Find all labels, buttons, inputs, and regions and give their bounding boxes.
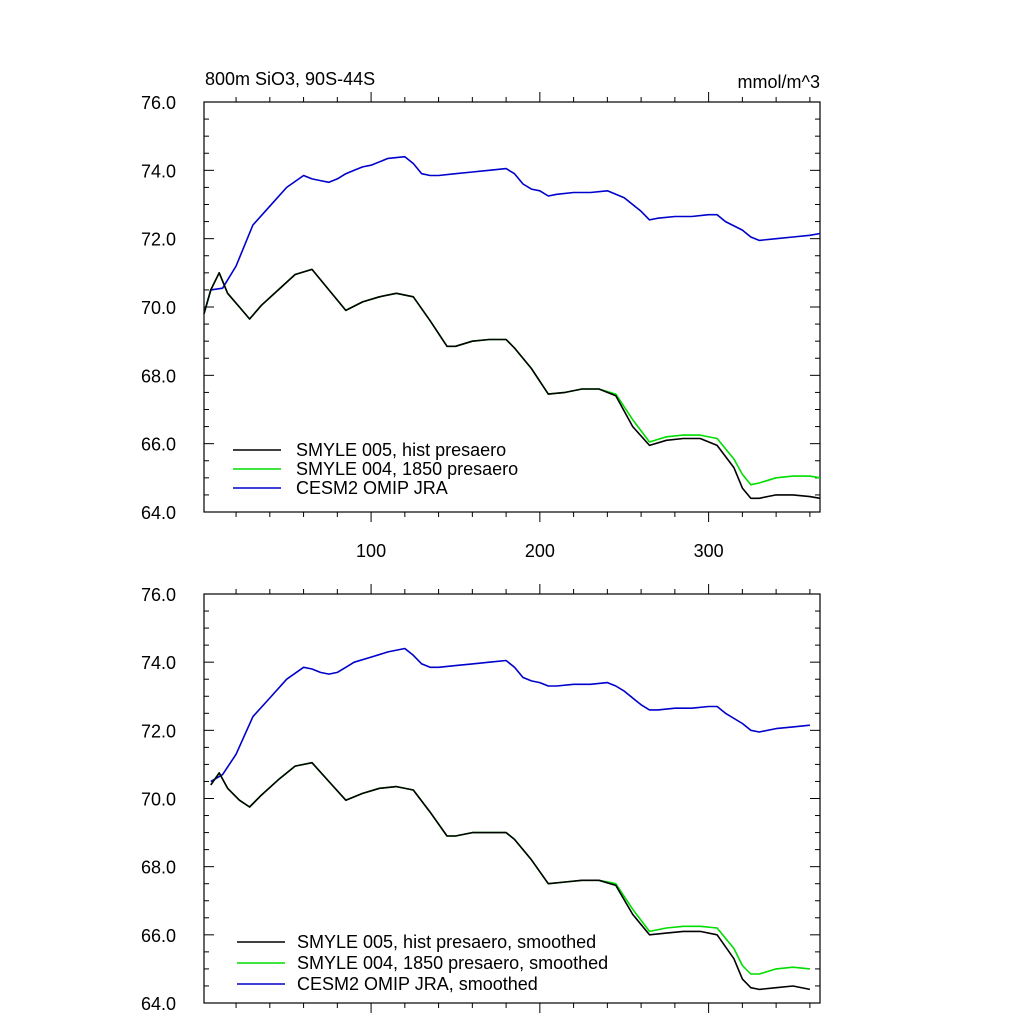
y-tick-label: 68.0 [141,366,176,386]
series-line-cesm2-omip-jra-smoothed [210,647,810,783]
y-tick-label: 76.0 [141,585,176,605]
y-tick-label: 70.0 [141,790,176,810]
legend-label: CESM2 OMIP JRA [296,478,448,498]
y-tick-label: 68.0 [141,858,176,878]
legend-label: CESM2 OMIP JRA, smoothed [297,974,538,994]
x-tick-label: 100 [356,541,386,561]
y-tick-label: 70.0 [141,298,176,318]
legend-label: SMYLE 005, hist presaero [296,440,506,460]
bottom-panel: 64.0 66.0 68.0 70.0 72.0 74.0 76.0 SMYLE 005, h… [141,584,821,1014]
y-tick-label: 64.0 [141,994,176,1014]
top-panel: 64.0 66.0 68.0 70.0 72.0 74.0 76.0 100 200 300 SMY… [141,92,821,561]
legend-label: SMYLE 004, 1850 presaero, smoothed [297,953,608,973]
y-tick-label: 72.0 [141,721,176,741]
y-tick-label: 74.0 [141,653,176,673]
y-tick-label: 64.0 [141,503,176,523]
x-tick-label: 300 [694,541,724,561]
series-line-smyle-005-hist-presaero-smoothed [210,761,811,991]
y-tick-label: 66.0 [141,926,176,946]
y-tick-label: 66.0 [141,435,176,455]
y-tick-label: 74.0 [141,161,176,181]
legend-label: SMYLE 005, hist presaero, smoothed [297,932,596,952]
series-line-smyle-005-hist-presaero [203,268,821,500]
y-tick-label: 76.0 [141,93,176,113]
x-tick-label: 200 [525,541,555,561]
legend-label: SMYLE 004, 1850 presaero [296,459,518,479]
series-line-cesm2-omip-jra [203,155,821,315]
y-tick-label: 72.0 [141,230,176,250]
chart-title: 800m SiO3, 90S-44S [205,69,375,89]
units-label: mmol/m^3 [738,72,820,92]
